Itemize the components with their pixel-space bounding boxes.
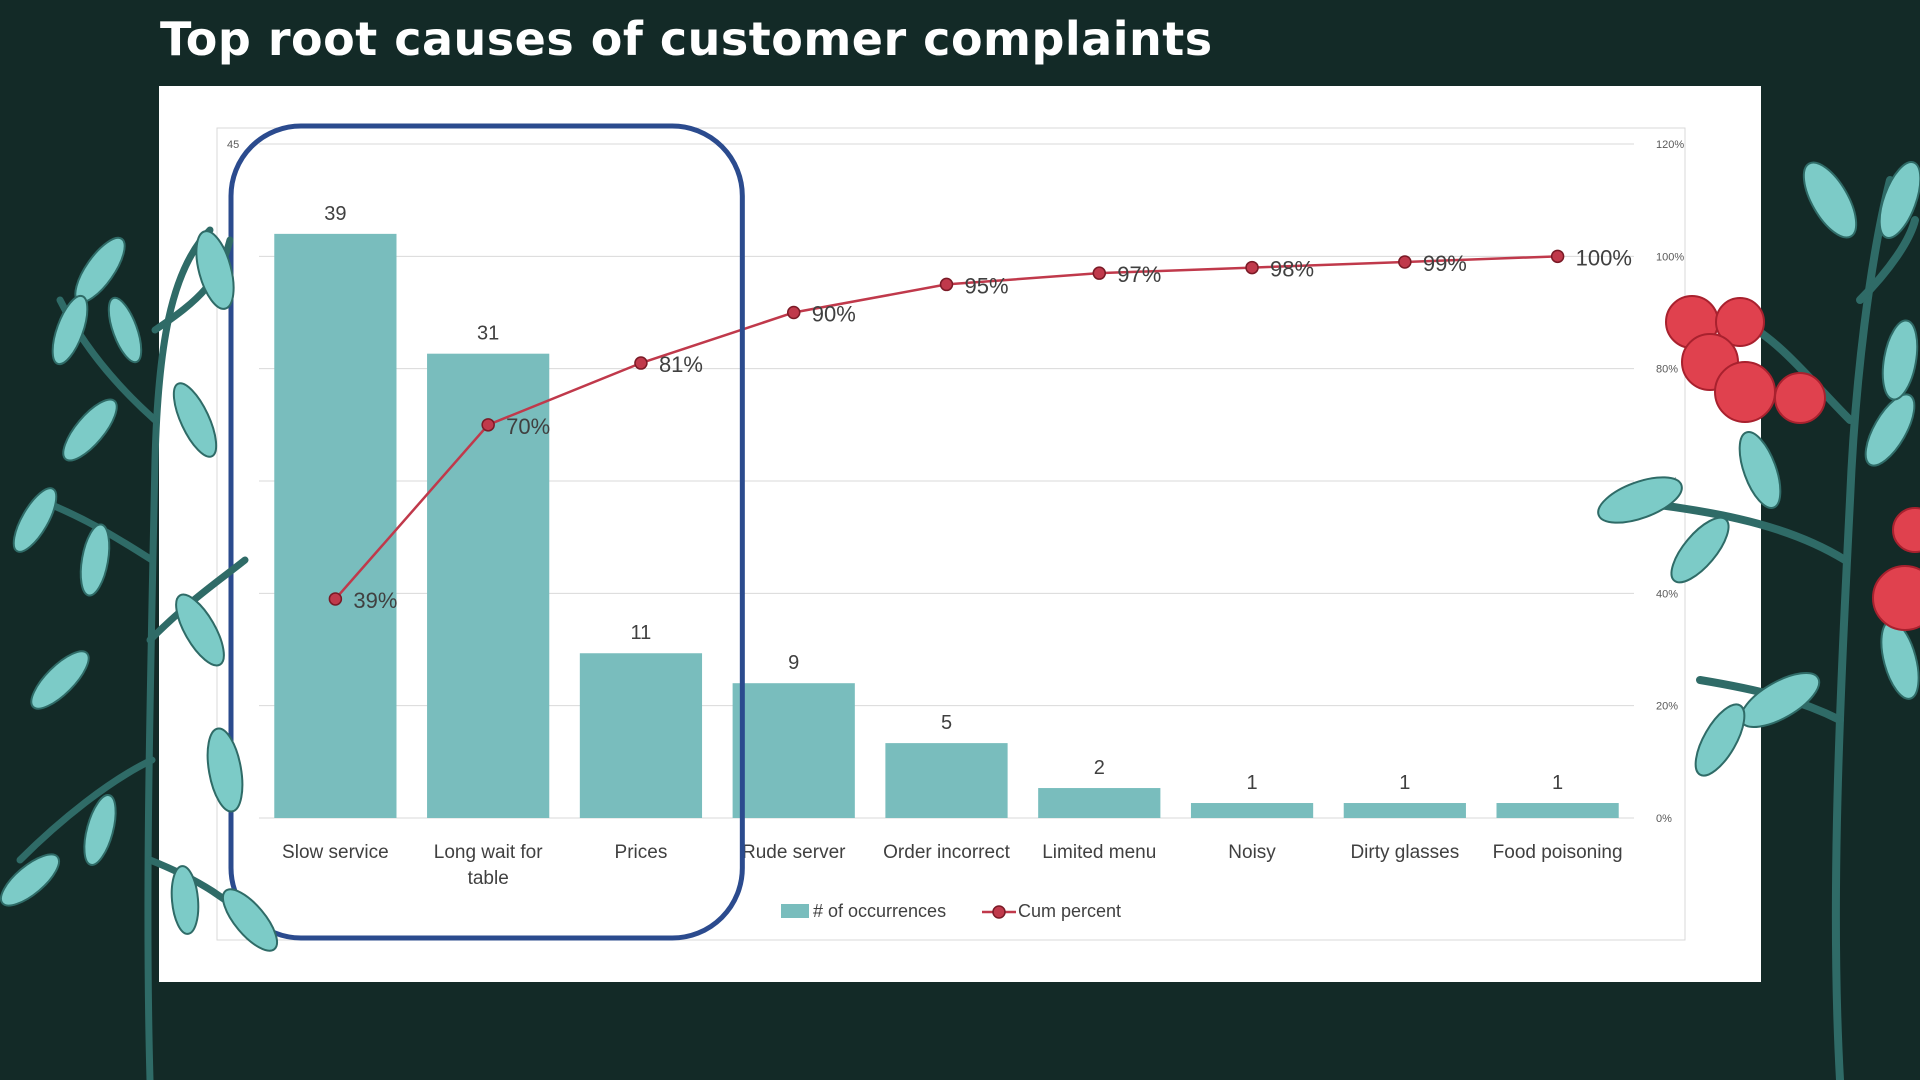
cum-percent-label: 39% <box>353 588 397 613</box>
bar-value-label: 1 <box>1552 772 1563 794</box>
cum-percent-label: 70% <box>506 414 550 439</box>
cum-percent-point <box>786 305 801 320</box>
cum-percent-label: 98% <box>1270 257 1314 282</box>
bar <box>732 683 855 818</box>
bar <box>885 743 1008 818</box>
cum-percent-label: 97% <box>1117 262 1161 287</box>
chart-area-border <box>216 127 1686 941</box>
bar-value-label: 2 <box>1094 757 1105 779</box>
bar <box>1496 803 1619 818</box>
right-axis-tick-label: 40% <box>1656 588 1678 600</box>
right-axis-tick-label: 20% <box>1656 701 1678 713</box>
category-label: Prices <box>615 842 668 863</box>
category-label: Long wait for table <box>434 842 543 889</box>
right-axis-tick-label: 80% <box>1656 364 1678 376</box>
bar <box>274 233 397 818</box>
leaf-icon <box>0 230 278 952</box>
cum-percent-point <box>634 356 648 370</box>
cum-percent-label: 99% <box>1423 251 1467 276</box>
plant-left-decoration <box>0 226 278 1080</box>
tomato-plant-decoration <box>1597 161 1920 1080</box>
category-label: Slow service <box>282 842 389 863</box>
category-label: Order incorrect <box>883 842 1010 863</box>
right-axis-tick-label: 0% <box>1656 813 1672 825</box>
category-label: Noisy <box>1228 842 1276 863</box>
bar-value-label: 1 <box>1246 772 1257 794</box>
bar <box>579 653 703 818</box>
cum-percent-point <box>1092 266 1107 280</box>
leaf-icon <box>1597 161 1920 777</box>
cum-percent-point <box>1550 249 1565 264</box>
bar-value-label: 39 <box>324 203 346 225</box>
bar <box>1190 803 1314 818</box>
cum-percent-label: 81% <box>659 352 703 377</box>
bar-value-label: 5 <box>941 712 952 734</box>
tomato-icon <box>1665 295 1920 631</box>
bar-value-label: 31 <box>477 323 499 345</box>
legend-bar-swatch <box>781 904 809 918</box>
cum-percent-point <box>939 277 954 292</box>
bar-value-label: 1 <box>1399 772 1410 794</box>
highlight-box <box>228 123 745 941</box>
legend-bar-label: # of occurrences <box>813 901 946 921</box>
category-label: Limited menu <box>1042 842 1156 863</box>
vine-stem-icon <box>1616 176 1919 1080</box>
left-axis-tick-label: 45 <box>227 139 239 151</box>
cum-percent-point <box>481 418 495 432</box>
legend-line-marker <box>992 905 1006 919</box>
cum-percent-label: 100% <box>1576 245 1632 270</box>
bar-value-label: 11 <box>631 622 652 644</box>
cum-percent-point <box>328 592 343 606</box>
bar <box>1343 803 1466 818</box>
category-label: Dirty glasses <box>1350 842 1459 863</box>
legend-line-label: Cum percent <box>1018 901 1121 921</box>
bar-value-label: 9 <box>788 652 799 674</box>
cum-percent-label: 90% <box>812 302 856 327</box>
right-axis-tick-label: 120% <box>1656 139 1684 151</box>
cum-percent-point <box>1398 255 1412 269</box>
right-axis-tick-label: 100% <box>1656 251 1684 263</box>
cum-percent-point <box>1245 260 1259 275</box>
category-label: Rude server <box>742 842 846 863</box>
bar <box>1038 788 1161 818</box>
slide-title: Top root causes of customer complaints <box>160 12 1213 66</box>
cum-percent-label: 95% <box>965 273 1009 298</box>
category-label: Food poisoning <box>1493 842 1623 863</box>
